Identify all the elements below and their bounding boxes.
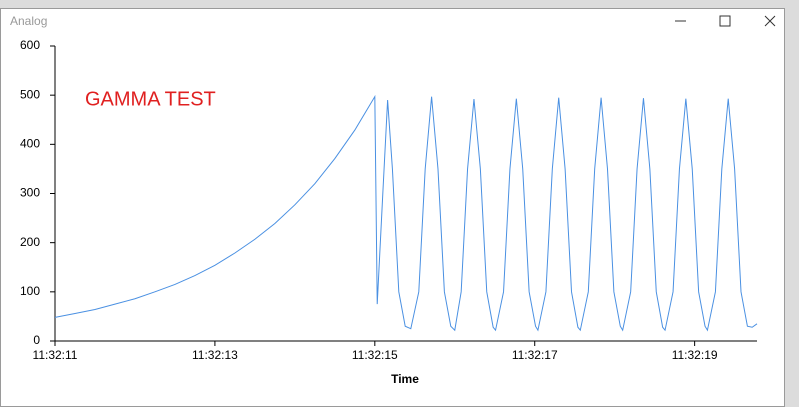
x-tick-label: 11:32:15 bbox=[352, 348, 398, 362]
close-icon bbox=[764, 15, 776, 27]
y-tick-label: 0 bbox=[33, 333, 40, 347]
window-title: Analog bbox=[10, 14, 47, 28]
x-axis-label: Time bbox=[391, 372, 419, 386]
y-tick-label: 300 bbox=[20, 186, 40, 200]
y-tick-label: 500 bbox=[20, 87, 40, 101]
y-tick-label: 200 bbox=[20, 235, 40, 249]
close-button[interactable] bbox=[764, 15, 776, 27]
x-tick-label: 11:32:11 bbox=[33, 348, 78, 362]
line bbox=[54, 94, 758, 332]
y-tick-label: 600 bbox=[20, 38, 40, 52]
x-tick-label: 11:32:19 bbox=[672, 348, 718, 362]
x-tick-label: 11:32:17 bbox=[512, 348, 558, 362]
x-tick-label: 11:32:13 bbox=[192, 348, 238, 362]
y-tick-label: 100 bbox=[20, 284, 40, 298]
y-tick-label: 400 bbox=[20, 137, 40, 151]
maximize-button[interactable] bbox=[719, 15, 731, 27]
maximize-icon bbox=[719, 15, 731, 27]
annotation: GAMMA TEST bbox=[85, 88, 216, 110]
